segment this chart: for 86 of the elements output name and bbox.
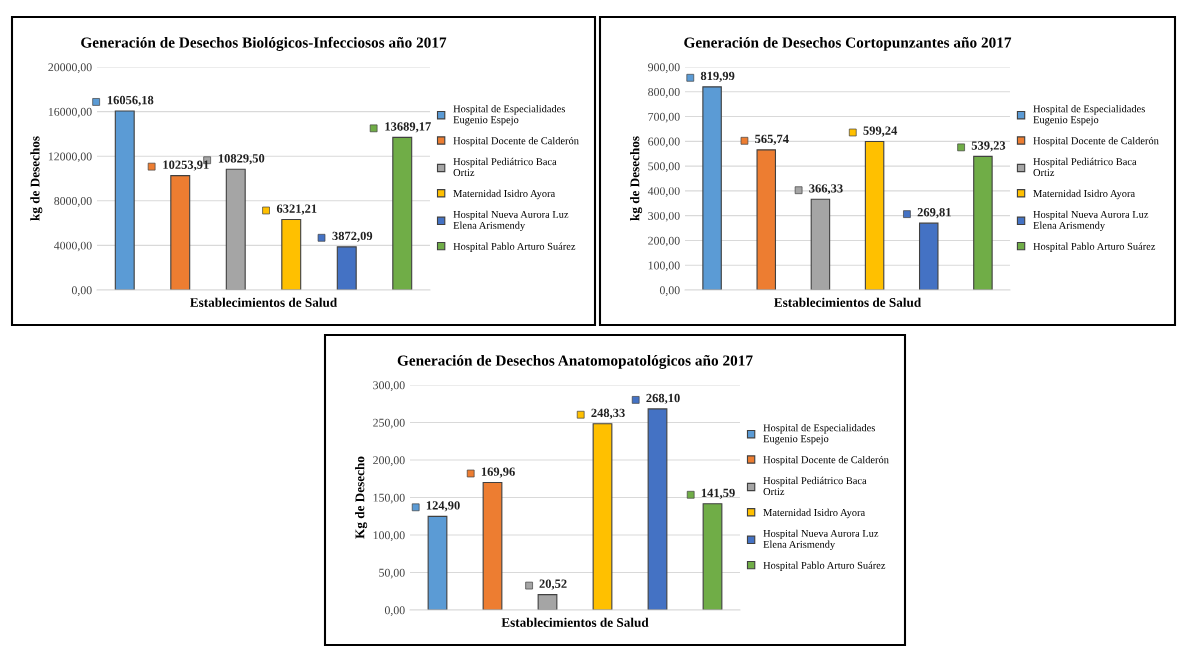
legend-label: Hospital Pediátrico Baca Ortiz <box>453 157 557 177</box>
data-label: 6321,21 <box>276 204 317 215</box>
bar <box>427 515 448 610</box>
legend-label: Hospital Docente de Calderón <box>763 455 889 466</box>
y-tick-label: 12000,00 <box>48 152 92 163</box>
x-axis-title: Establecimientos de Salud <box>190 297 338 307</box>
chart-title: Generación de Desechos Anatomopatológicos año 2017 <box>397 354 753 369</box>
bar <box>973 155 993 290</box>
legend-label: Hospital de Especialidades Eugenio Espejo <box>763 424 875 445</box>
y-axis-title: Kg de Desecho <box>355 456 368 539</box>
legend-label: Hospital Pediátrico Baca Ortiz <box>763 476 867 496</box>
bar <box>482 481 503 610</box>
bar <box>537 594 558 610</box>
data-label: 269,81 <box>917 208 951 219</box>
x-axis-title: Establecimientos de Salud <box>501 617 649 627</box>
bar <box>170 175 191 290</box>
data-label: 20,52 <box>539 579 567 590</box>
data-label: 599,24 <box>863 126 898 137</box>
y-tick-label: 800,00 <box>648 88 680 98</box>
data-label: 13689,17 <box>385 122 431 133</box>
y-tick-label: 300,00 <box>648 211 680 222</box>
bar <box>281 218 302 290</box>
y-tick-label: 400,00 <box>647 187 680 197</box>
data-label: 16056,18 <box>107 95 154 107</box>
bar <box>114 110 135 290</box>
y-tick-label: 20000,00 <box>48 63 92 73</box>
bar <box>225 168 246 290</box>
y-tick-label: 50,00 <box>379 568 405 579</box>
y-tick-label: 4000,00 <box>54 241 92 252</box>
legend-label: Hospital de Especialidades Eugenio Espejo <box>1033 105 1145 126</box>
y-tick-label: 600,00 <box>648 137 680 148</box>
legend-label: Hospital Pediátrico Baca Ortiz <box>1033 157 1137 177</box>
legend-label: Hospital Pablo Arturo Suárez <box>1033 242 1156 252</box>
y-tick-label: 500,00 <box>648 162 680 173</box>
bar <box>702 503 723 610</box>
y-tick-label: 0,00 <box>71 286 92 296</box>
legend-label: Hospital Nueva Aurora Luz Elena Arismendy <box>453 210 569 231</box>
y-tick-label: 100,00 <box>648 261 680 272</box>
y-tick-label: 100,00 <box>373 531 405 541</box>
y-tick-label: 16000,00 <box>48 107 92 118</box>
data-label: 565,74 <box>755 134 789 145</box>
y-tick-label: 0,00 <box>659 286 680 296</box>
bar <box>592 423 613 610</box>
y-tick-label: 150,00 <box>373 493 405 504</box>
y-tick-label: 200,00 <box>373 456 405 466</box>
legend-label: Hospital Docente de Calderón <box>1033 136 1159 147</box>
y-tick-label: 0,00 <box>384 606 405 616</box>
data-label: 248,33 <box>591 408 625 419</box>
y-tick-label: 200,00 <box>648 236 680 247</box>
bar <box>918 222 939 290</box>
legend-label: Hospital de Especialidades Eugenio Espejo <box>453 105 565 126</box>
data-label: 124,90 <box>426 501 460 512</box>
bar <box>702 86 722 290</box>
data-label: 3872,09 <box>332 231 373 242</box>
data-label: 169,96 <box>481 467 515 478</box>
data-label: 10253,91 <box>163 160 209 171</box>
data-label: 366,33 <box>809 184 843 195</box>
chart-title: Generación de Desechos Biológicos-Infecciosos año 2017 <box>81 36 447 51</box>
data-label: 10829,50 <box>218 154 265 165</box>
y-tick-label: 300,00 <box>373 381 405 391</box>
data-label: 268,10 <box>646 393 680 405</box>
legend-label: Maternidad Isidro Ayora <box>1033 189 1135 200</box>
bar <box>756 149 777 290</box>
legend-label: Maternidad Isidro Ayora <box>453 189 556 200</box>
legend-label: Hospital Docente de Calderón <box>453 136 579 147</box>
bar <box>864 140 885 290</box>
y-axis-title: kg de Desechos <box>30 136 43 221</box>
chart-title: Generación de Desechos Cortopunzantes año 2017 <box>684 36 1012 51</box>
data-label: 539,23 <box>971 141 1006 152</box>
bar <box>810 198 831 290</box>
bar <box>392 136 413 290</box>
y-tick-label: 8000,00 <box>54 197 92 207</box>
bar <box>647 408 668 610</box>
x-axis-title: Establecimientos de Salud <box>774 297 922 307</box>
legend-label: Hospital Pablo Arturo Suárez <box>763 561 886 571</box>
bar <box>336 246 357 290</box>
legend-label: Hospital Nueva Aurora Luz Elena Arismendy <box>1033 210 1149 231</box>
legend-label: Hospital Pablo Arturo Suárez <box>453 242 576 252</box>
y-tick-label: 250,00 <box>373 418 405 429</box>
y-axis-title: kg de Desechos <box>630 136 643 221</box>
data-label: 819,99 <box>700 71 735 82</box>
data-label: 141,59 <box>701 488 735 499</box>
legend-label: Maternidad Isidro Ayora <box>763 508 865 519</box>
y-tick-label: 900,00 <box>648 63 680 73</box>
y-tick-label: 700,00 <box>648 112 680 123</box>
legend-label: Hospital Nueva Aurora Luz Elena Arismendy <box>763 529 879 550</box>
